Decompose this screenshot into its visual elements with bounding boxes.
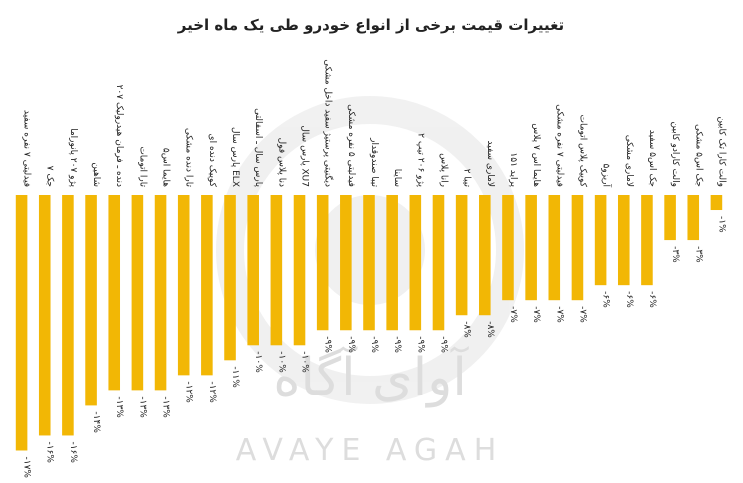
value-label: -۹%	[415, 336, 425, 353]
value-label: -۷%	[508, 306, 518, 323]
value-label: -۹%	[438, 336, 448, 353]
value-label: -۱۲%	[184, 381, 194, 403]
x-tick-label: جک ۷	[45, 166, 55, 187]
bar	[131, 195, 144, 391]
x-tick-label: تیبا صندوقدار	[369, 137, 379, 187]
x-tick-label: هایما اس۵	[161, 148, 171, 187]
value-label: -۳%	[670, 246, 680, 263]
x-tick-label: کوییک پلاس اتومات	[577, 115, 587, 188]
x-tick-label: تارا اتومات	[137, 146, 147, 187]
bar	[108, 195, 121, 391]
bar	[316, 195, 329, 331]
x-tick-label: پژو ۲۰۶ تیپ ۲	[415, 133, 425, 187]
x-tick-label: تیبا ۲	[462, 169, 472, 188]
bar	[455, 195, 468, 316]
bar	[409, 195, 422, 331]
bar	[386, 195, 398, 331]
x-tick-label: پژو ۲۰۷ پانوراما	[68, 128, 78, 187]
bar	[363, 195, 375, 331]
x-tick-label: دنا پلاس فول	[276, 138, 286, 187]
x-tick-label: پارس سال XU7	[300, 125, 310, 187]
bar	[432, 195, 445, 331]
x-tick-label: پراید ۱۵۱	[508, 152, 518, 187]
x-tick-label: پارس سال ELX	[230, 127, 240, 187]
x-tick-label: فیدلیتی ۷ نفره مشکی	[554, 104, 564, 187]
bar	[340, 195, 352, 331]
value-label: -۷%	[531, 306, 541, 323]
value-label: -۹%	[323, 336, 333, 353]
value-label: -۱۱%	[230, 366, 240, 388]
bar	[594, 195, 607, 286]
value-label: -۱۳%	[137, 396, 147, 418]
bar	[664, 195, 676, 241]
x-tick-label: فیدلیتی ۵ نفره مشکی	[346, 104, 356, 187]
x-tick-label: والت کارا تک کابین	[716, 116, 726, 187]
value-label: -۱۰%	[276, 351, 286, 373]
bar	[62, 195, 74, 436]
value-label: -۶%	[647, 291, 657, 308]
bar	[479, 195, 491, 316]
value-label: -۱۰%	[300, 351, 310, 373]
value-label: -۱۶%	[68, 441, 78, 463]
value-label: -۱%	[716, 216, 726, 233]
bar	[641, 195, 653, 286]
x-tick-label: فیدلیتی ۷ نفره سفید	[22, 110, 32, 187]
value-label: -۱۳%	[161, 396, 171, 418]
value-label: -۱۷%	[22, 456, 32, 478]
value-label: -۶%	[601, 291, 611, 308]
x-tick-label: کوییک دنده ای	[207, 134, 217, 188]
bar	[548, 195, 561, 301]
x-tick-label: دیگنیتی پرستیژ سفید داخل مشکی	[323, 59, 335, 187]
x-tick-label: ۲۰۷ دنده ـ فرمان هیدرولیک	[114, 85, 124, 187]
x-tick-label: تارا دنده مشکی	[184, 128, 194, 188]
bar	[224, 195, 236, 361]
bar	[293, 195, 306, 346]
value-label: -۹%	[346, 336, 356, 353]
x-tick-label: رانا پلاس	[438, 153, 448, 187]
bar	[571, 195, 584, 301]
x-tick-label: جک اس۵ سفید	[647, 130, 657, 187]
value-label: -۳%	[693, 246, 703, 263]
bar	[270, 195, 283, 346]
bar	[502, 195, 514, 301]
bar	[177, 195, 190, 376]
bar	[247, 195, 259, 346]
value-label: -۶%	[624, 291, 634, 308]
x-tick-label: جک اس۵ مشکی	[693, 124, 703, 187]
x-tick-label: والت کارادو کابین	[670, 122, 680, 187]
bar	[154, 195, 167, 391]
value-label: -۸%	[462, 321, 472, 338]
value-label: -۱۰%	[253, 351, 263, 373]
bar	[687, 195, 700, 241]
bar	[525, 195, 537, 301]
watermark: AVAYE AGAH	[236, 433, 505, 468]
x-tick-label: ساینا	[392, 169, 402, 187]
value-label: -۷%	[554, 306, 564, 323]
x-tick-label: پارس سال ـ اسفالتی	[253, 108, 263, 187]
x-tick-label: هایما اس ۷ پلاس	[531, 123, 541, 187]
value-label: -۷%	[577, 306, 587, 323]
x-tick-label: لاماری مشکی	[624, 135, 634, 187]
bar	[15, 195, 28, 451]
bar	[201, 195, 213, 376]
x-tick-label: شاهین	[91, 162, 101, 187]
value-label: -۱۳%	[114, 396, 124, 418]
bar	[617, 195, 630, 286]
value-label: -۱۶%	[45, 441, 55, 463]
value-label: -۹%	[392, 336, 402, 353]
value-label: -۸%	[485, 321, 495, 338]
x-tick-label: آریزو۵	[601, 163, 613, 187]
value-label: -۹%	[369, 336, 379, 353]
watermark-fa: آوای آگاه	[273, 345, 469, 408]
bar	[85, 195, 97, 406]
bar	[710, 195, 723, 211]
chart-title: تغییرات قیمت برخی از انواع خودرو طی یک م…	[177, 16, 564, 34]
value-label: -۱۲%	[207, 381, 217, 403]
bar	[38, 195, 51, 436]
x-tick-label: لاماری سفید	[485, 141, 495, 187]
value-label: -۱۴%	[91, 411, 101, 433]
